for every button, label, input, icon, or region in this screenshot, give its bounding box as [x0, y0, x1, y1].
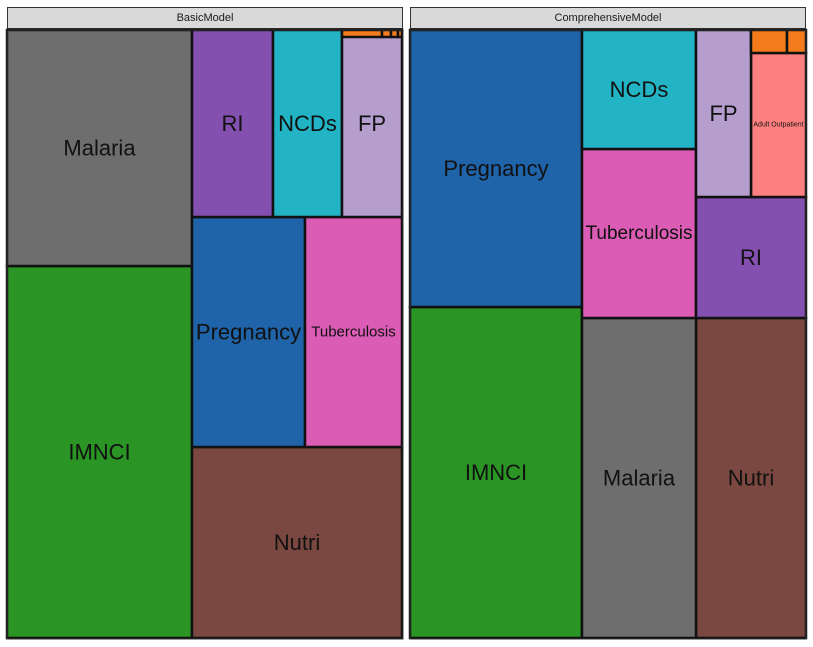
comprehensivemodel-label-malaria: Malaria — [603, 466, 676, 491]
comprehensivemodel-tile-small-10 — [785, 28, 808, 55]
comprehensivemodel-label-tuberculosis: Tuberculosis — [585, 223, 692, 244]
comprehensivemodel-label-ri: RI — [740, 245, 762, 270]
comprehensivemodel-label-nutri: Nutri — [728, 466, 774, 491]
basicmodel-label-ri: RI — [222, 111, 244, 136]
comprehensivemodel-tile-fp — [694, 28, 753, 199]
basicmodel-label-pregnancy: Pregnancy — [196, 320, 301, 345]
basicmodel-tile-small-8 — [340, 28, 384, 39]
basicmodel-label-nutri: Nutri — [274, 530, 320, 555]
basicmodel-tile-small-11 — [396, 28, 404, 39]
comprehensivemodel-tile-nutri — [694, 316, 808, 640]
basicmodel-label-ncds: NCDs — [278, 111, 337, 136]
comprehensivemodel-tile-small-9 — [749, 28, 789, 55]
basicmodel-label-malaria: Malaria — [63, 136, 136, 161]
comprehensivemodel-panel-border — [409, 29, 807, 640]
comprehensivemodel-label-imnci: IMNCI — [465, 460, 527, 485]
comprehensivemodel-tile-malaria — [580, 316, 698, 640]
comprehensivemodel-label-pregnancy: Pregnancy — [443, 156, 548, 181]
comprehensivemodel-label-ncds: NCDs — [610, 77, 669, 102]
basicmodel-tile-small-9 — [380, 28, 393, 39]
comprehensivemodel-label-fp: FP — [709, 101, 737, 126]
panel-strip-comprehensive-model: ComprehensiveModel — [410, 7, 806, 29]
basicmodel-label-tuberculosis: Tuberculosis — [311, 324, 395, 341]
basicmodel-label-imnci: IMNCI — [68, 440, 130, 465]
basicmodel-label-fp: FP — [358, 111, 386, 136]
basicmodel-tile-ri — [190, 28, 275, 219]
basicmodel-panel-border — [6, 29, 404, 640]
comprehensivemodel-tile-adult-outpatient — [749, 51, 808, 199]
panel-strip-basic-model: BasicModel — [7, 7, 403, 29]
comprehensivemodel-tile-pregnancy — [408, 28, 584, 309]
comprehensivemodel-label-adult-outpatient: Adult Outpatient — [753, 122, 803, 129]
basicmodel-tile-fp — [340, 28, 404, 219]
